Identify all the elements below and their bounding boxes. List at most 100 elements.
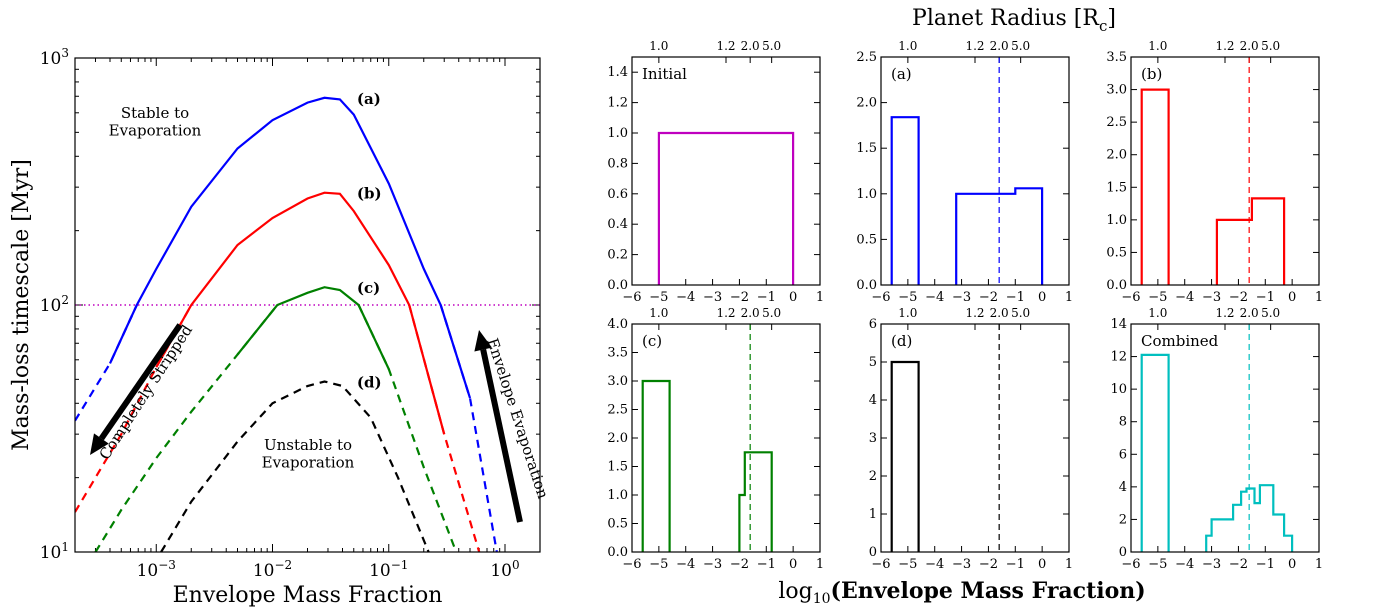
x-tick-label: −4 xyxy=(676,290,695,305)
stripped-annotation: Completely Stripped xyxy=(96,321,197,463)
histogram-bars-a xyxy=(890,116,1044,285)
x-tick-label: 1 xyxy=(816,557,824,572)
x-tick-label: −2 xyxy=(979,557,998,572)
y-tick-label: 5 xyxy=(869,355,877,370)
histogram-bars-initial xyxy=(657,131,795,285)
y-tick-label: 1.2 xyxy=(607,96,628,111)
histogram-panels: −6 −5 −4 −3 −2 −1 0 11.0 1.2 2.0 5.00.00.20.40.60.… xyxy=(607,39,1323,572)
x-tick-label: −3 xyxy=(952,290,971,305)
x-tick-label: −4 xyxy=(925,557,944,572)
y-tick-label: 1 xyxy=(869,507,877,522)
x-tick-label: −4 xyxy=(676,557,695,572)
x-tick-label: −5 xyxy=(898,290,917,305)
evaporation-arrow-head xyxy=(474,330,492,352)
x-tick-label: −5 xyxy=(1148,290,1167,305)
series-line-a xyxy=(439,304,498,552)
top-tick-label: 5.0 xyxy=(762,306,781,320)
y-tick-label: 0 xyxy=(1119,545,1127,560)
y-tick-label: 2 xyxy=(1119,512,1127,527)
hist-panel-b: −6 −5 −4 −3 −2 −1 0 11.0 1.2 2.0 5.00.00.51.01.52.… xyxy=(1106,39,1323,305)
histogram-bars-combined xyxy=(1140,353,1294,552)
panel-label-c: (c) xyxy=(642,332,662,350)
top-tick-label: 1.2 xyxy=(965,39,984,53)
y-tick-label: 3.0 xyxy=(1106,83,1127,98)
hist-axes-frame xyxy=(631,56,821,286)
y-tick-label: 0.0 xyxy=(1106,278,1127,293)
x-tick-label: −1 xyxy=(1256,557,1275,572)
timescale-plot-area xyxy=(75,96,540,552)
histogram-bars-b xyxy=(1140,88,1286,285)
top-tick-label: 1.0 xyxy=(1148,306,1167,320)
series-line-c xyxy=(236,286,390,370)
x-axis-label: Envelope Mass Fraction xyxy=(173,583,443,608)
x-tick-label: 10−1​ xyxy=(369,558,408,581)
y-tick-label: 8 xyxy=(1119,415,1127,430)
panel-label-combined: Combined xyxy=(1141,332,1219,350)
series-line-a xyxy=(109,96,472,399)
x-tick-label: −6 xyxy=(871,290,890,305)
top-tick-label: 5.0 xyxy=(762,39,781,53)
hist-axes-frame xyxy=(1130,323,1320,553)
y-tick-label: 2.5 xyxy=(607,403,628,418)
x-tick-label: −2 xyxy=(1229,290,1248,305)
y-tick-label: 3 xyxy=(869,431,877,446)
x-tick-label: 100​ xyxy=(490,558,519,581)
x-tick-label: −1 xyxy=(1006,557,1025,572)
series-label-c: (c) xyxy=(357,279,380,297)
top-tick-label: 1.2 xyxy=(716,39,735,53)
y-tick-label: 4 xyxy=(1119,480,1127,495)
y-tick-label: 0.2 xyxy=(607,248,628,263)
x-tick-label: 0 xyxy=(1288,557,1296,572)
y-tick-label: 2.5 xyxy=(1106,115,1127,130)
x-tick-label: −2 xyxy=(1229,557,1248,572)
x-tick-label: −1 xyxy=(757,290,776,305)
y-tick-label: 1.5 xyxy=(607,460,628,475)
top-tick-label: 1.0 xyxy=(649,306,668,320)
y-tick-label: 2.0 xyxy=(1106,148,1127,163)
x-tick-label: −1 xyxy=(757,557,776,572)
series-line-b xyxy=(408,304,481,552)
series-label-b: (b) xyxy=(357,185,382,203)
top-tick-label: 1.2 xyxy=(1215,39,1234,53)
unstable-annotation: Unstable to Evaporation xyxy=(262,436,355,471)
y-tick-label: 6 xyxy=(869,317,877,332)
panel-label-initial: Initial xyxy=(642,65,687,83)
top-tick-label: 2.0 xyxy=(990,39,1009,53)
x-tick-label: −3 xyxy=(952,557,971,572)
y-tick-label: 1.4 xyxy=(607,65,628,80)
x-tick-label: −4 xyxy=(925,290,944,305)
x-tick-label: −4 xyxy=(1175,557,1194,572)
x-tick-label: −5 xyxy=(649,557,668,572)
y-tick-label: 3.5 xyxy=(607,346,628,361)
y-tick-label: 1.0 xyxy=(607,488,628,503)
x-tick-label: −1 xyxy=(1256,290,1275,305)
x-tick-label: −2 xyxy=(730,290,749,305)
y-tick-label: 2.5 xyxy=(856,50,877,65)
evaporation-annotation: Envelope Evaporation xyxy=(483,336,552,501)
y-tick-label: 0.5 xyxy=(856,232,877,247)
x-tick-label: −5 xyxy=(1148,557,1167,572)
top-tick-label: 5.0 xyxy=(1261,306,1280,320)
y-axis-label: Mass-loss timescale [Myr] xyxy=(9,159,34,451)
series-line-b xyxy=(155,191,446,435)
top-tick-label: 5.0 xyxy=(1011,306,1030,320)
y-tick-label: 0.5 xyxy=(1106,245,1127,260)
x-tick-label: 10−3​ xyxy=(137,558,176,581)
hist-panel-c: −6 −5 −4 −3 −2 −1 0 11.0 1.2 2.0 5.00.00.51.01.52.… xyxy=(607,306,824,572)
x-tick-label: 1 xyxy=(1065,290,1073,305)
top-tick-label: 1.0 xyxy=(1148,39,1167,53)
hist-axes-frame xyxy=(880,56,1070,286)
top-title: Planet Radius [Rc​] xyxy=(912,6,1116,35)
x-tick-label: −6 xyxy=(1121,290,1140,305)
x-tick-label: 0 xyxy=(789,290,797,305)
y-tick-label: 1.5 xyxy=(856,141,877,156)
y-tick-label: 103​ xyxy=(40,46,69,69)
x-tick-label: −6 xyxy=(622,290,641,305)
y-tick-label: 0.5 xyxy=(607,517,628,532)
top-tick-label: 1.2 xyxy=(1215,306,1234,320)
x-tick-label: 1 xyxy=(1065,557,1073,572)
y-tick-label: 2 xyxy=(869,469,877,484)
histogram-bars-c xyxy=(641,379,773,552)
top-tick-label: 1.2 xyxy=(965,306,984,320)
